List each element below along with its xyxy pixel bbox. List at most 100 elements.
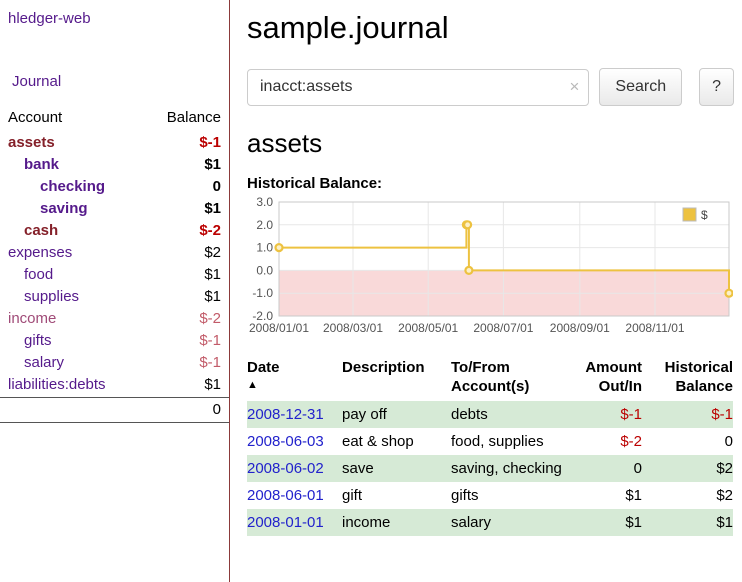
account-link[interactable]: supplies [24,288,80,305]
account-balance: $2 [204,244,221,261]
svg-text:$: $ [701,208,708,222]
svg-text:2008/07/01: 2008/07/01 [473,321,533,335]
header-date[interactable]: Date ▲ [247,358,339,396]
account-row: food $1 [0,264,229,286]
transaction-balance: 0 [724,433,733,450]
svg-text:1.0: 1.0 [256,241,273,255]
header-amount: Amount Out/In [585,359,642,395]
transaction-row: 2008-12-31 pay off debts $-1 $-1 [247,401,733,428]
svg-text:2008/09/01: 2008/09/01 [550,321,610,335]
transaction-accounts: food, supplies [451,433,544,450]
chart-title: Historical Balance: [247,175,383,192]
sidebar-item-journal[interactable]: Journal [12,73,62,90]
account-link[interactable]: checking [40,178,106,195]
svg-text:-1.0: -1.0 [252,286,273,300]
transaction-balance: $-1 [711,406,733,423]
account-balance: $1 [204,288,221,305]
transaction-balance: $1 [716,514,733,531]
search-input[interactable] [247,68,590,106]
clear-search-icon[interactable]: × [569,76,580,96]
account-row: expenses $2 [0,242,229,264]
transaction-description: income [342,514,391,531]
account-row: saving $1 [0,198,229,220]
account-row: cash $-2 [0,220,229,242]
transaction-date-link[interactable]: 2008-06-01 [247,487,324,504]
search-box: × [247,68,590,106]
account-link[interactable]: salary [24,354,65,371]
transaction-balance: $2 [716,460,733,477]
header-balance: Historical Balance [664,359,733,395]
transaction-balance: $2 [716,487,733,504]
account-balance: $1 [204,156,221,173]
account-link[interactable]: cash [24,222,59,239]
svg-text:2.0: 2.0 [256,218,273,232]
svg-text:3.0: 3.0 [256,196,273,209]
accounts-total-row: 0 [0,397,229,423]
svg-text:-2.0: -2.0 [252,309,273,323]
transaction-row: 2008-06-03 eat & shop food, supplies $-2… [247,428,733,455]
account-link[interactable]: assets [8,134,55,151]
transaction-row: 2008-01-01 income salary $1 $1 [247,509,733,536]
account-link[interactable]: liabilities:debts [8,376,106,393]
account-row: gifts $-1 [0,330,229,352]
accounts-header-account: Account [8,109,63,126]
brand-link[interactable]: hledger-web [8,10,91,27]
transaction-date-link[interactable]: 2008-12-31 [247,406,324,423]
svg-text:2008/05/01: 2008/05/01 [398,321,458,335]
page-title: sample.journal [247,10,449,45]
account-balance: 0 [212,178,221,195]
register-rows: 2008-12-31 pay off debts $-1 $-1 2008-06… [247,401,733,536]
transaction-accounts: salary [451,514,492,531]
transaction-amount: $-1 [620,406,642,423]
accounts-header: Account Balance [0,106,229,132]
search-row: × Search ? [247,68,734,106]
account-balance: $1 [204,266,221,283]
transaction-accounts: saving, checking [451,460,562,477]
transaction-row: 2008-06-02 save saving, checking 0 $2 [247,455,733,482]
main-content: sample.journal × Search ? assets Histori… [230,0,742,582]
transaction-date-link[interactable]: 2008-06-03 [247,433,324,450]
transaction-date-link[interactable]: 2008-01-01 [247,514,324,531]
accounts-total-value: 0 [212,401,221,418]
account-list: assets $-1 bank $1 checking 0 saving $1 … [0,132,229,396]
svg-text:2008/03/01: 2008/03/01 [323,321,383,335]
account-row: salary $-1 [0,352,229,374]
help-button[interactable]: ? [699,68,734,106]
historical-balance-chart: 3.0 2.0 1.0 0.0 -1.0 -2.0 2008/01/01 2008/03/01… [247,195,734,346]
sort-asc-icon: ▲ [247,379,258,391]
account-balance: $-1 [199,354,221,371]
account-link[interactable]: income [8,310,57,327]
account-link[interactable]: food [24,266,54,283]
sidebar: hledger-web Journal Account Balance asse… [0,0,230,582]
transaction-amount: $1 [625,487,642,504]
account-balance: $1 [204,200,221,217]
account-link[interactable]: expenses [8,244,73,261]
transaction-description: save [342,460,374,477]
account-link[interactable]: gifts [24,332,52,349]
account-link[interactable]: saving [40,200,88,217]
svg-text:2008/11/01: 2008/11/01 [625,321,684,335]
register-table-header: Date ▲ Description To/From Account(s) Am… [247,358,733,401]
transaction-accounts: debts [451,406,488,423]
transaction-amount: 0 [633,460,642,477]
header-description: Description [342,359,425,376]
account-link[interactable]: bank [24,156,60,173]
search-button[interactable]: Search [599,68,683,106]
account-balance: $-1 [199,134,221,151]
account-row: bank $1 [0,154,229,176]
account-row: income $-2 [0,308,229,330]
accounts-header-balance: Balance [166,109,221,126]
transaction-date-link[interactable]: 2008-06-02 [247,460,324,477]
transaction-amount: $1 [625,514,642,531]
transaction-description: gift [342,487,363,504]
account-row: liabilities:debts $1 [0,374,229,396]
account-balance: $-2 [199,222,221,239]
account-balance: $-1 [199,332,221,349]
account-row: assets $-1 [0,132,229,154]
account-balance: $1 [204,376,221,393]
account-row: checking 0 [0,176,229,198]
accounts-panel: Account Balance assets $-1 bank $1 check… [0,106,229,423]
account-row: supplies $1 [0,286,229,308]
transaction-description: eat & shop [342,433,414,450]
